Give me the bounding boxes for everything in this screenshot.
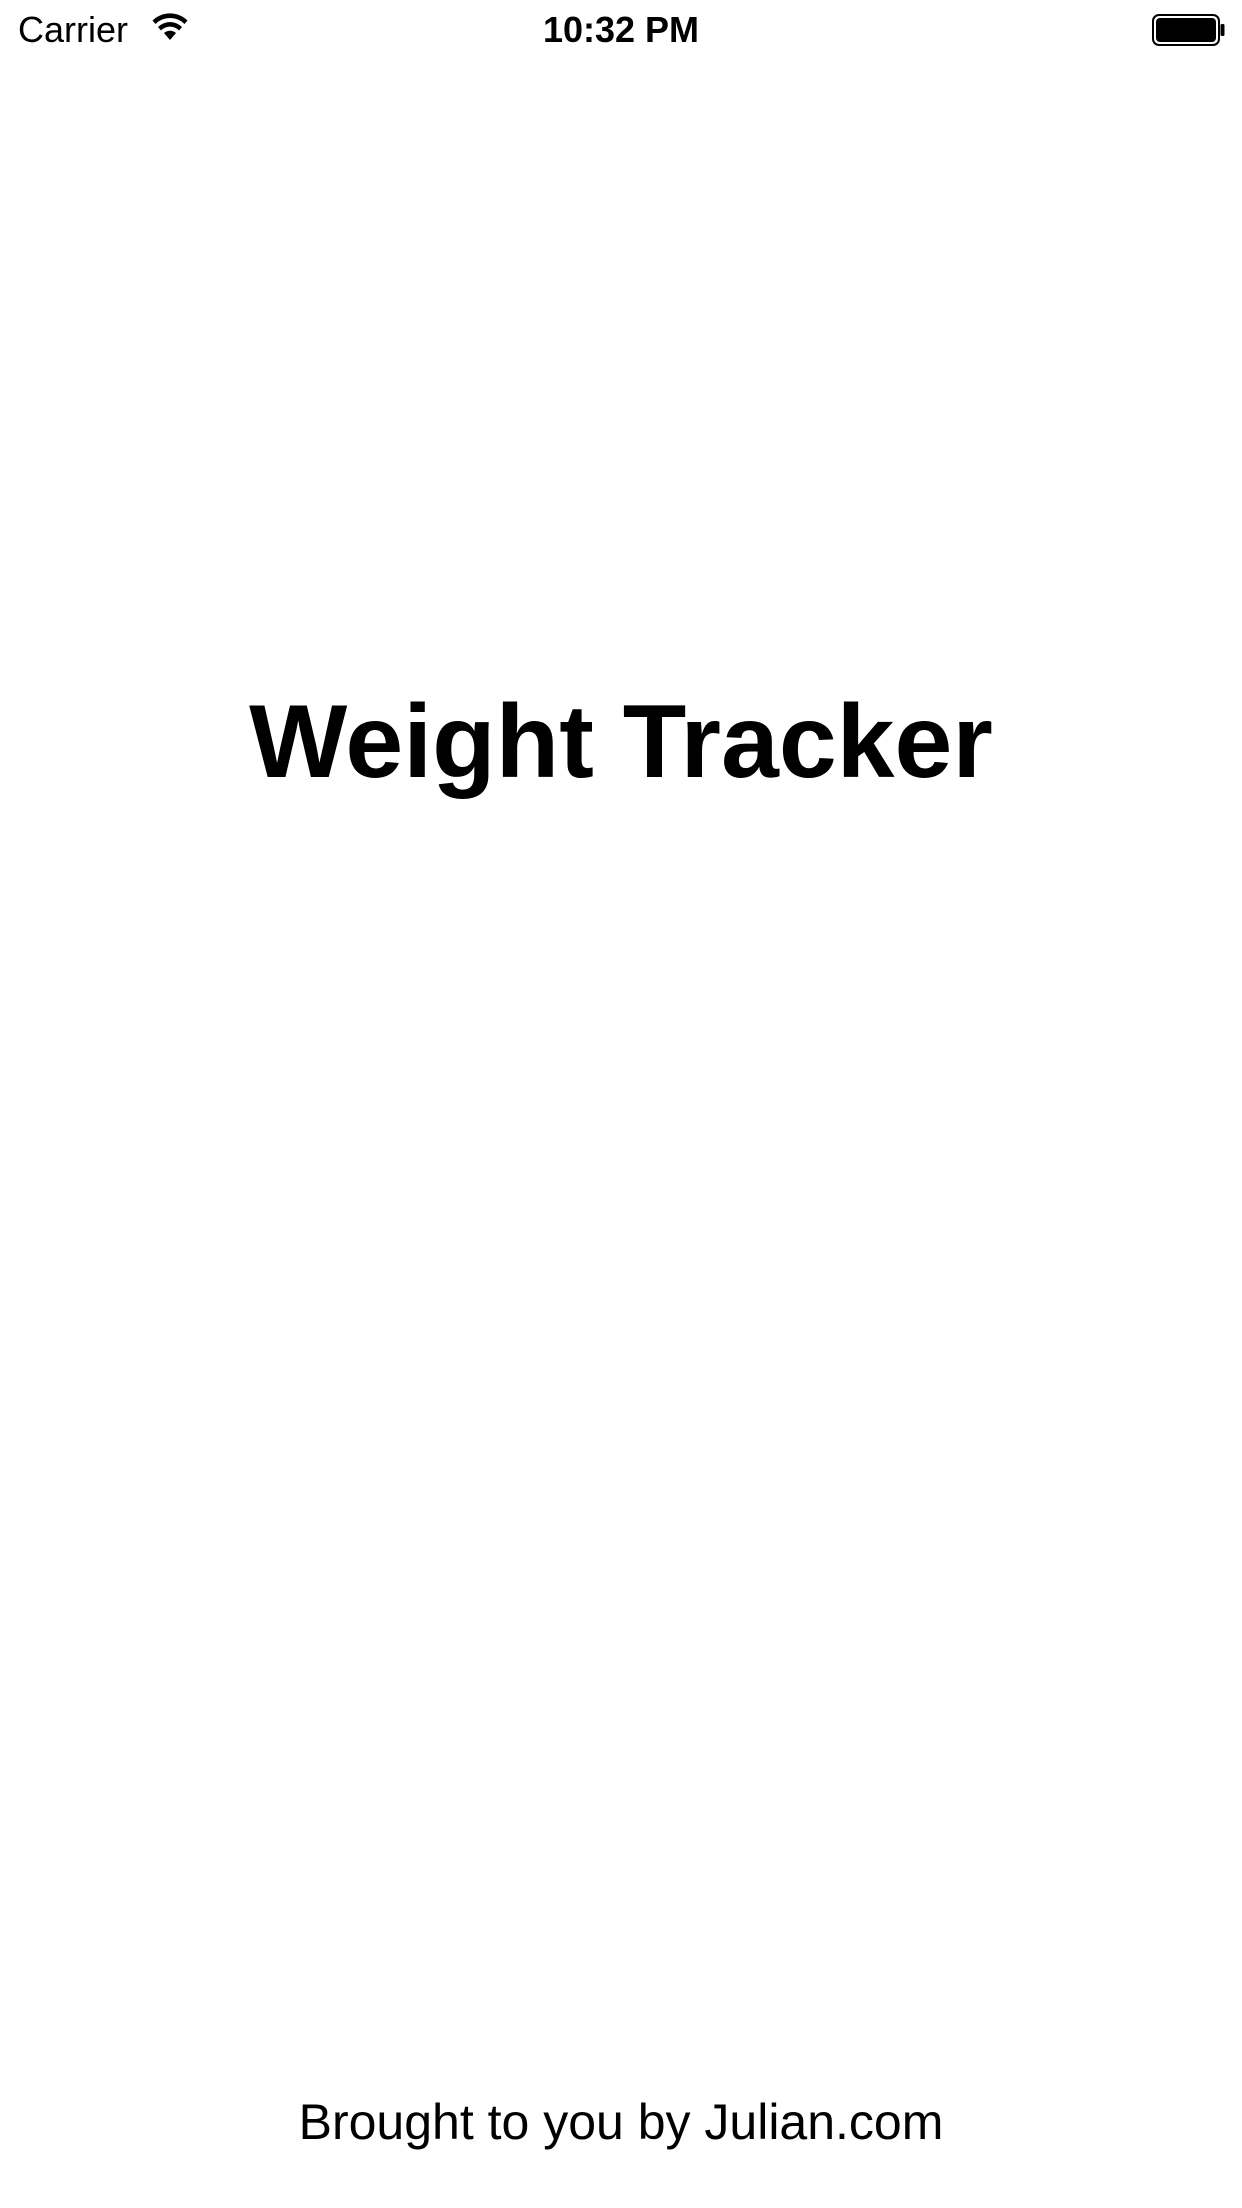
carrier-label: Carrier xyxy=(18,9,129,50)
status-time: 10:32 PM xyxy=(542,9,700,50)
wifi-icon xyxy=(152,13,188,40)
battery-icon xyxy=(1152,14,1225,46)
status-bar: Carrier 10:32 PM xyxy=(0,0,1242,60)
credit-text: Brought to you by Julian.com xyxy=(298,2094,944,2150)
app-title: Weight Tracker xyxy=(249,684,993,800)
